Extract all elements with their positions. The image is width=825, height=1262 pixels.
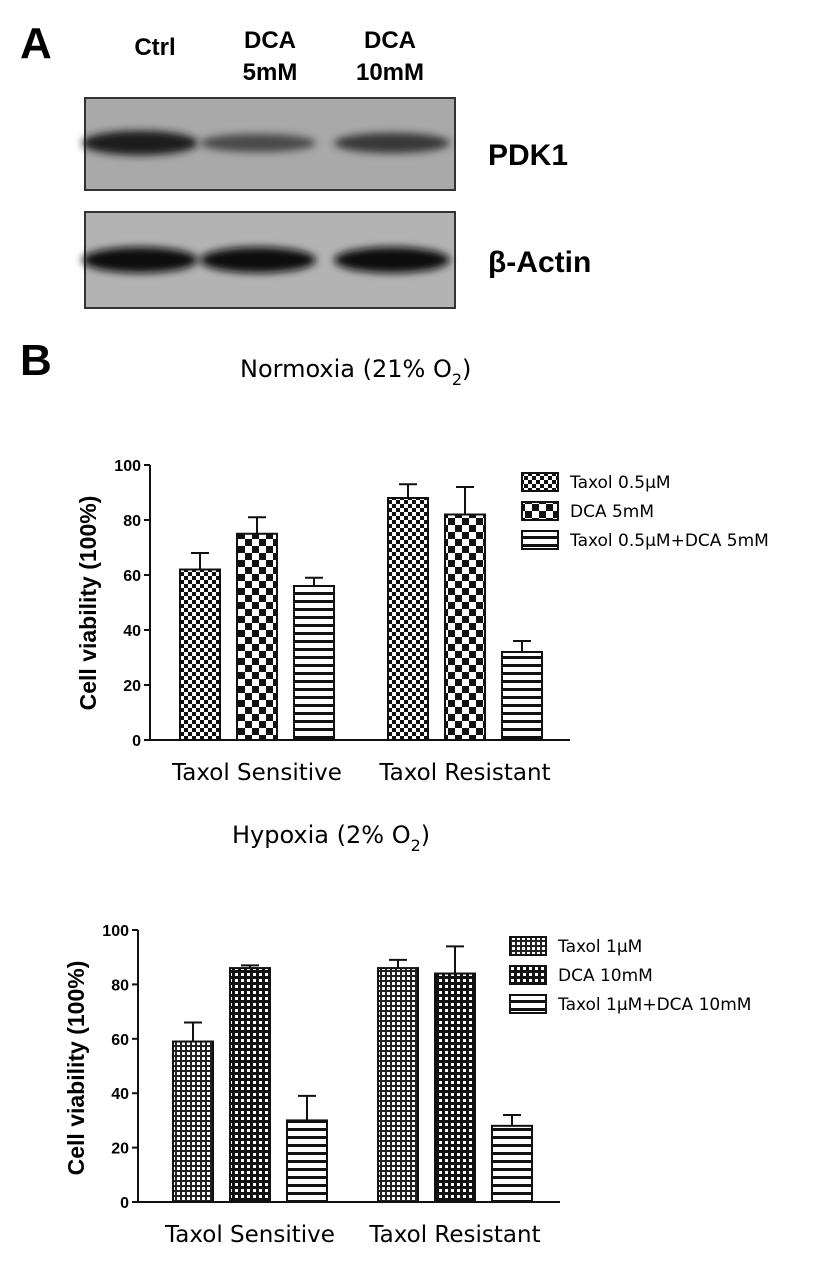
y-tick-label: 20 — [123, 678, 141, 695]
bar — [434, 972, 476, 1204]
x-category-label: Taxol Sensitive — [171, 760, 342, 786]
bar — [501, 651, 543, 741]
y-tick-label: 100 — [102, 923, 129, 940]
y-tick-label: 60 — [123, 568, 141, 585]
legend-label: DCA 5mM — [570, 502, 654, 522]
chart-title-subscript: 2 — [452, 370, 462, 389]
legend-swatch — [521, 530, 559, 550]
y-tick-label: 20 — [111, 1141, 129, 1158]
lane-label-dca10-line1: DCA — [364, 27, 416, 54]
bar — [377, 967, 419, 1204]
y-tick-label: 80 — [123, 513, 141, 530]
chart-title-end: ) — [421, 821, 430, 849]
y-axis-label: Cell viability (100%) — [63, 961, 89, 1176]
lane-label-dca10-line2: 10mM — [356, 59, 424, 86]
lane-label-dca5-line1: DCA — [244, 27, 296, 54]
bar — [229, 967, 271, 1204]
chart-title-text: Normoxia (21% O — [240, 355, 452, 383]
blot-beta-actin — [82, 211, 456, 309]
x-category-label: Taxol Resistant — [368, 1222, 540, 1248]
y-tick-label: 80 — [111, 977, 129, 994]
y-tick-label: 0 — [132, 733, 141, 750]
y-axis-label: Cell viability (100%) — [75, 496, 101, 711]
legend-label: Taxol 0.5μM+DCA 5mM — [569, 531, 769, 551]
y-tick-label: 40 — [123, 623, 141, 640]
bar — [293, 585, 335, 741]
blot-band — [200, 247, 316, 273]
blot-band — [82, 130, 198, 156]
bar — [172, 1040, 214, 1204]
panel-b-letter: B — [20, 336, 52, 385]
bar — [444, 513, 486, 741]
chart-title: Hypoxia (2% O2) — [232, 821, 430, 855]
chart-title-end: ) — [462, 355, 471, 383]
blot-band — [334, 132, 450, 154]
y-tick-label: 100 — [114, 458, 141, 475]
legend-swatch — [521, 472, 559, 492]
bar — [179, 568, 221, 741]
legend-label: Taxol 1μM — [557, 937, 642, 957]
blot-label-pdk1: PDK1 — [488, 139, 568, 172]
chart-title-subscript: 2 — [411, 836, 421, 855]
chart-normoxia: Normoxia (21% O2) Cell viability (100%) … — [75, 355, 769, 786]
y-tick-label: 60 — [111, 1032, 129, 1049]
legend-label: Taxol 0.5μM — [569, 473, 671, 493]
blot-label-beta-actin: β-Actin — [488, 246, 591, 279]
bar — [387, 497, 429, 741]
x-category-label: Taxol Resistant — [378, 760, 550, 786]
chart-title-text: Hypoxia (2% O — [232, 821, 411, 849]
blot-band — [200, 133, 316, 153]
legend-swatch — [509, 994, 547, 1014]
x-category-label: Taxol Sensitive — [164, 1222, 335, 1248]
panel-a-letter: A — [20, 19, 52, 68]
blot-band — [334, 247, 450, 273]
legend-swatch — [521, 501, 559, 521]
legend-label: Taxol 1μM+DCA 10mM — [557, 995, 751, 1015]
bar — [236, 532, 278, 741]
y-tick-label: 0 — [120, 1195, 129, 1212]
bar — [491, 1124, 533, 1203]
lane-labels: Ctrl DCA 5mM DCA 10mM — [134, 27, 424, 86]
legend-swatch — [509, 936, 547, 956]
legend-swatch — [509, 965, 547, 985]
lane-label-dca5-line2: 5mM — [243, 59, 298, 86]
blot-band — [82, 247, 198, 273]
blot-pdk1 — [82, 97, 456, 191]
bar — [286, 1119, 328, 1204]
y-tick-label: 40 — [111, 1086, 129, 1103]
lane-label-ctrl: Ctrl — [134, 34, 175, 61]
chart-hypoxia: Hypoxia (2% O2) Cell viability (100%) 0 2… — [63, 821, 751, 1248]
chart-title: Normoxia (21% O2) — [240, 355, 471, 389]
legend-label: DCA 10mM — [558, 966, 653, 986]
